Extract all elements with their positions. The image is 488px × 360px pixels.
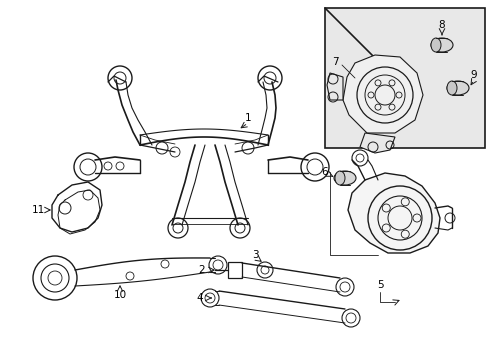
Text: 10: 10 xyxy=(113,290,126,300)
Polygon shape xyxy=(342,55,422,133)
Text: 6: 6 xyxy=(321,167,327,177)
Ellipse shape xyxy=(446,81,468,95)
Polygon shape xyxy=(347,173,439,253)
Text: 11: 11 xyxy=(31,205,44,215)
Bar xyxy=(325,8,484,148)
Text: 8: 8 xyxy=(438,20,445,30)
Text: 2: 2 xyxy=(198,265,205,275)
Text: 7: 7 xyxy=(331,57,338,67)
Text: 1: 1 xyxy=(244,113,251,123)
Ellipse shape xyxy=(430,38,440,52)
Polygon shape xyxy=(326,73,342,100)
Ellipse shape xyxy=(430,38,452,52)
Polygon shape xyxy=(359,133,394,153)
Text: 4: 4 xyxy=(196,293,203,303)
Ellipse shape xyxy=(446,81,456,95)
Bar xyxy=(227,262,242,278)
Text: 3: 3 xyxy=(251,250,258,260)
Ellipse shape xyxy=(333,171,355,185)
Ellipse shape xyxy=(334,171,345,185)
Text: 9: 9 xyxy=(470,70,476,80)
Text: 5: 5 xyxy=(376,280,383,290)
